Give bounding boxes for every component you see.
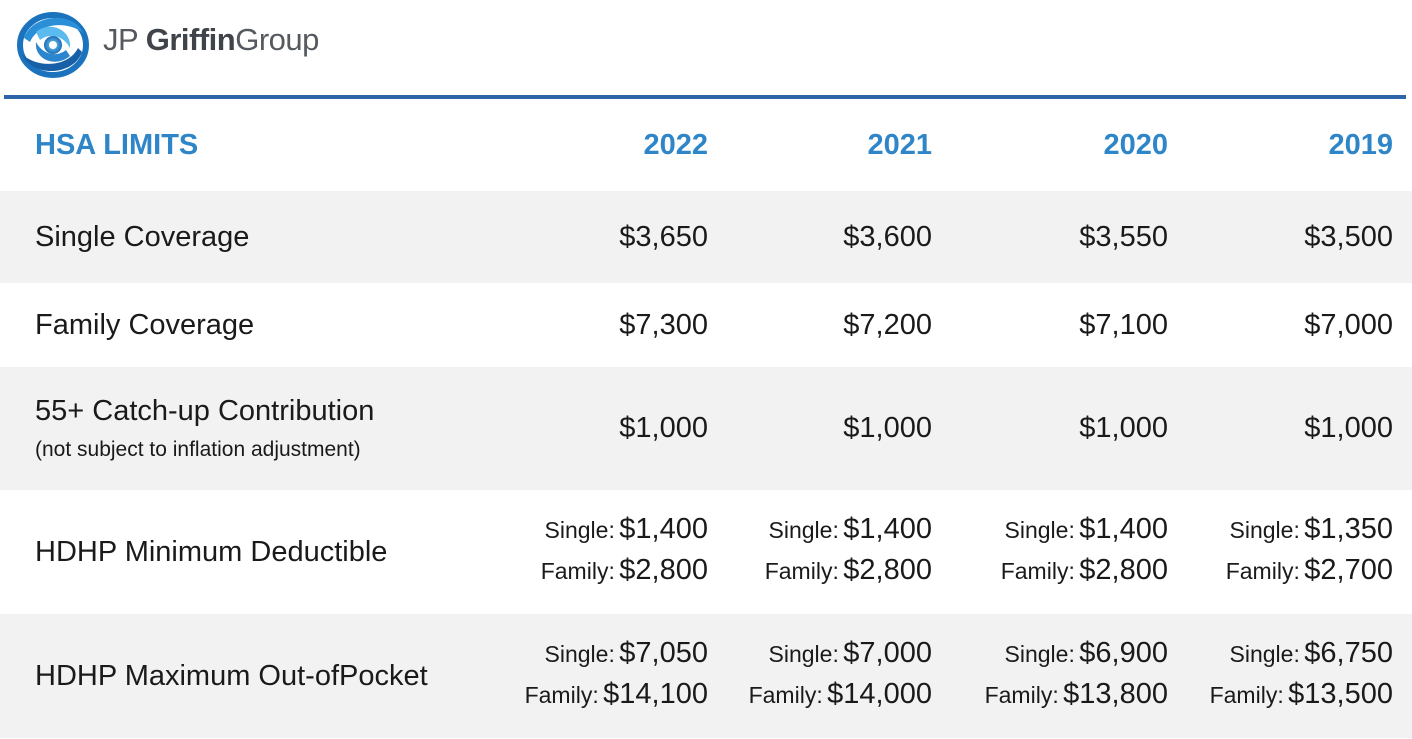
row-label: Single Coverage [35, 220, 250, 253]
table-cell: $7,200 [843, 308, 932, 341]
table-cell: $7,100 [1079, 308, 1168, 341]
hsa-limits-table: HSA LIMITS 2022 2021 2020 2019 Single Co… [0, 99, 1412, 738]
table-cell: $3,650 [619, 220, 708, 253]
table-header-row: HSA LIMITS 2022 2021 2020 2019 [0, 99, 1412, 191]
table-cell: $3,500 [1304, 220, 1393, 253]
column-header-2021: 2021 [867, 128, 932, 161]
table-cell: $1,000 [1304, 412, 1393, 444]
brand-name-part-1: JP [103, 22, 138, 57]
row-sublabel: (not subject to inflation adjustment) [35, 438, 361, 461]
header-divider [4, 95, 1406, 99]
table-cell: $1,000 [1079, 412, 1168, 444]
table-row: HDHP Minimum Deductible Single: $1,400 F… [0, 490, 1412, 614]
brand-name-part-3: Group [235, 22, 319, 57]
brand-name: JP GriffinGroup [103, 22, 319, 58]
row-label: Family Coverage [35, 308, 255, 341]
table-row: 55+ Catch-up Contribution (not subject t… [0, 367, 1412, 490]
table-cell: Single: $1,400 Family: $2,800 [764, 513, 932, 586]
column-header-2020: 2020 [1103, 128, 1168, 161]
table-cell: $3,550 [1079, 220, 1168, 253]
table-cell: Single: $1,400 Family: $2,800 [1000, 513, 1168, 586]
table-cell: Single: $1,350 Family: $2,700 [1225, 513, 1393, 586]
table-cell: $7,300 [619, 308, 708, 341]
table-cell: Single: $7,050 Family: $14,100 [524, 637, 708, 710]
brand-name-part-2: Griffin [145, 22, 236, 57]
table-row: Single Coverage $3,650 $3,600 $3,550 $3,… [0, 191, 1412, 283]
row-label: 55+ Catch-up Contribution (not subject t… [35, 395, 375, 461]
table-cell: Single: $6,750 Family: $13,500 [1209, 637, 1393, 710]
row-label: HDHP Maximum Out-ofPocket [35, 659, 428, 692]
swirl-logo-icon [14, 8, 92, 80]
table-cell: $3,600 [843, 220, 932, 253]
column-header-2022: 2022 [643, 128, 708, 161]
table-row: Family Coverage $7,300 $7,200 $7,100 $7,… [0, 283, 1412, 367]
page-header: JP GriffinGroup [0, 0, 1412, 99]
row-label: HDHP Minimum Deductible [35, 535, 388, 568]
table-row: HDHP Maximum Out-ofPocket Single: $7,050… [0, 614, 1412, 738]
table-cell: Single: $6,900 Family: $13,800 [984, 637, 1168, 710]
table-cell: $7,000 [1304, 308, 1393, 341]
column-header-2019: 2019 [1328, 128, 1393, 161]
table-cell: Single: $7,000 Family: $14,000 [748, 637, 932, 710]
table-cell: $1,000 [843, 412, 932, 444]
column-header-hsa-limits: HSA LIMITS [35, 128, 199, 161]
table-cell: Single: $1,400 Family: $2,800 [540, 513, 708, 586]
table-cell: $1,000 [619, 412, 708, 444]
